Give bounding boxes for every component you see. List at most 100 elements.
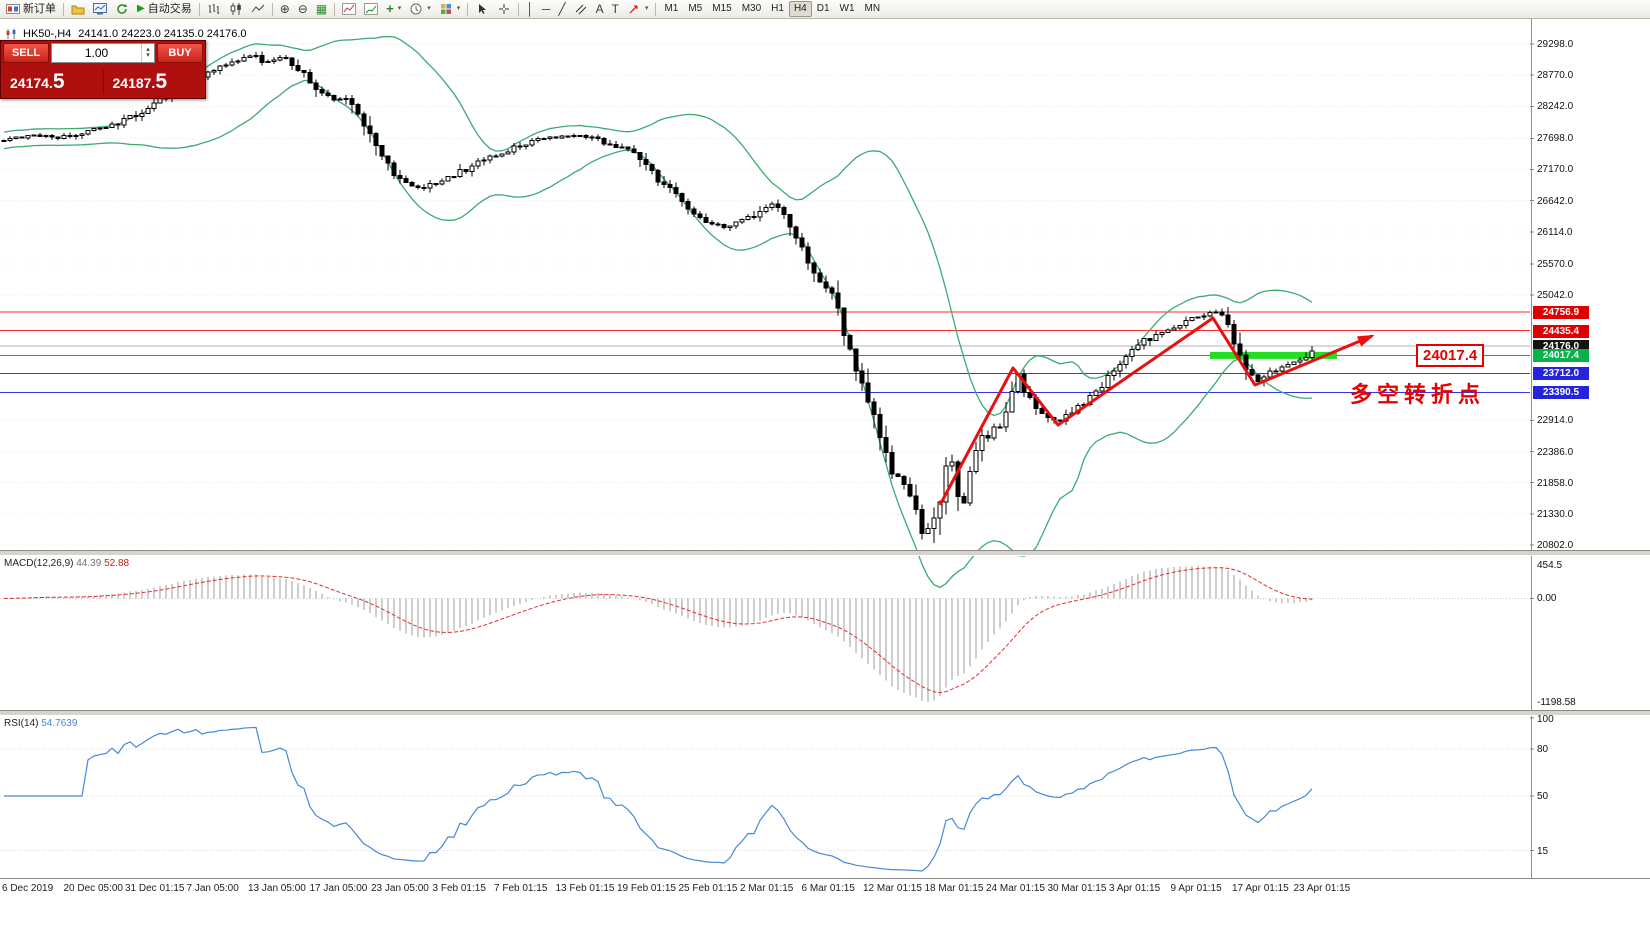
- cursor-tool-button[interactable]: [471, 1, 493, 17]
- candle: [343, 98, 349, 101]
- timeframe-m1[interactable]: M1: [659, 1, 683, 17]
- candle: [61, 134, 67, 140]
- candle: [571, 134, 577, 137]
- candle: [667, 184, 673, 189]
- new-order-button[interactable]: 新订单: [2, 1, 60, 17]
- toolbar-separator: [518, 2, 520, 16]
- candle: [241, 57, 247, 62]
- trend-arrowhead[interactable]: [1356, 334, 1375, 347]
- candle: [109, 123, 115, 128]
- timeframe-w1[interactable]: W1: [835, 1, 860, 17]
- volume-down-icon[interactable]: ▾: [146, 52, 150, 59]
- buy-price[interactable]: 24187.5: [104, 70, 206, 94]
- turning-point-annotation[interactable]: 多空转折点: [1350, 382, 1486, 407]
- timeframe-h4[interactable]: H4: [788, 1, 812, 17]
- ohlc-values: 24141.0 24223.0 24135.0 24176.0: [78, 28, 247, 40]
- add-indicator-dropdown[interactable]: + ▾: [382, 1, 405, 17]
- candle: [883, 437, 889, 454]
- indicators-window-button[interactable]: [338, 1, 360, 17]
- channel-tool[interactable]: [570, 1, 592, 17]
- panel-separator[interactable]: [0, 710, 1650, 716]
- timeframe-h1[interactable]: H1: [766, 1, 789, 17]
- candle: [1285, 364, 1291, 368]
- candle: [85, 130, 91, 135]
- horizontal-line-tool[interactable]: ─: [538, 1, 555, 17]
- candle: [535, 138, 541, 142]
- macd-main-value: 44.39: [76, 558, 102, 569]
- candle: [703, 216, 709, 223]
- candle: [55, 136, 61, 140]
- candle: [31, 134, 37, 137]
- sell-price[interactable]: 24174.5: [1, 69, 104, 94]
- price-axis-border: [1531, 18, 1532, 878]
- periods-dropdown[interactable]: ▾: [405, 1, 435, 17]
- volume-field[interactable]: 1.00 ▴ ▾: [51, 43, 155, 63]
- trend-zigzag-line[interactable]: [938, 316, 1373, 506]
- vertical-line-tool[interactable]: │: [522, 1, 538, 17]
- tile-windows-button[interactable]: ▦: [312, 1, 331, 17]
- candle: [1177, 325, 1183, 329]
- candle: [19, 136, 25, 139]
- support-zone-highlight[interactable]: [1210, 351, 1337, 359]
- volume-value[interactable]: 1.00: [84, 46, 109, 60]
- candle: [271, 59, 277, 63]
- candle: [217, 65, 223, 72]
- rsi-line: [4, 726, 1313, 872]
- volume-up-icon[interactable]: ▴: [146, 46, 150, 53]
- indicators-list-button[interactable]: [360, 1, 382, 17]
- timeframe-m15[interactable]: M15: [707, 1, 736, 17]
- timeframe-mn[interactable]: MN: [860, 1, 886, 17]
- candlestick-chart-button[interactable]: [225, 1, 247, 17]
- candle: [1093, 390, 1099, 397]
- candle: [871, 401, 877, 415]
- candle: [829, 287, 835, 294]
- chevron-down-icon: ▾: [397, 5, 402, 12]
- toolbar: 新订单 ▶ 自动交易 ⊕ ⊖ ▦ + ▾ ▾ ▾: [0, 0, 1650, 19]
- templates-dropdown[interactable]: ▾: [435, 1, 465, 17]
- volume-stepper[interactable]: ▴ ▾: [141, 44, 154, 62]
- macd-histogram: [9, 566, 1313, 702]
- panel-separator[interactable]: [0, 550, 1650, 556]
- zoom-in-button[interactable]: ⊕: [276, 1, 294, 17]
- folder-icon: [71, 5, 85, 15]
- sell-button[interactable]: SELL: [3, 43, 49, 63]
- auto-trading-button[interactable]: ▶ 自动交易: [133, 1, 196, 17]
- auto-trading-label: 自动交易: [147, 3, 192, 15]
- candle: [457, 168, 463, 178]
- buy-button[interactable]: BUY: [157, 43, 203, 63]
- candle: [277, 56, 283, 61]
- candle: [379, 144, 385, 157]
- price-flag-annotation[interactable]: 24017.4: [1416, 344, 1485, 367]
- candle: [37, 134, 43, 137]
- timeframe-d1[interactable]: D1: [812, 1, 835, 17]
- line-chart-button[interactable]: [247, 1, 269, 17]
- price-tick-label: 25042.0: [1537, 289, 1574, 301]
- rsi-axis-label: 50: [1537, 791, 1549, 802]
- candle: [235, 60, 241, 63]
- timeframe-m30[interactable]: M30: [737, 1, 766, 17]
- crosshair-tool-button[interactable]: [493, 1, 515, 17]
- profiles-button[interactable]: [67, 1, 89, 17]
- toolbar-separator: [334, 2, 336, 16]
- navigator-button[interactable]: [111, 1, 133, 17]
- candle: [1147, 338, 1153, 341]
- candle: [1273, 370, 1279, 373]
- candle: [985, 435, 991, 439]
- trendline-tool[interactable]: ╱: [554, 1, 569, 17]
- label-tool[interactable]: T: [608, 1, 623, 17]
- timeframe-m5[interactable]: M5: [683, 1, 707, 17]
- time-label: 13 Feb 01:15: [555, 883, 615, 894]
- candle: [367, 125, 373, 135]
- bar-chart-button[interactable]: [203, 1, 225, 17]
- price-tick-label: 27698.0: [1537, 133, 1574, 145]
- candle: [649, 164, 655, 171]
- candle: [661, 181, 667, 186]
- toolbar-separator: [655, 2, 657, 16]
- market-watch-button[interactable]: [89, 1, 111, 17]
- candle: [259, 54, 265, 63]
- text-tool[interactable]: A: [592, 1, 608, 17]
- candle: [1117, 364, 1123, 372]
- zoom-out-button[interactable]: ⊖: [294, 1, 312, 17]
- arrows-dropdown[interactable]: ▾: [623, 1, 653, 17]
